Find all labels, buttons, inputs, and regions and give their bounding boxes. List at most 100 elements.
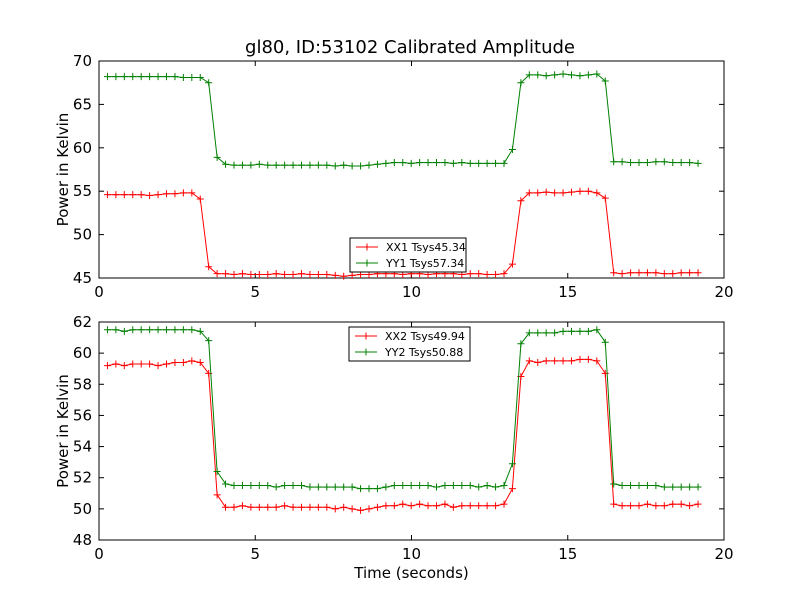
data-point [365, 505, 373, 513]
data-point [314, 271, 322, 279]
data-point [323, 271, 331, 279]
data-point [627, 482, 635, 489]
data-point [289, 503, 297, 511]
y-tick-label: 48 [73, 531, 92, 549]
x-tick-label: 10 [402, 545, 421, 563]
data-point [407, 502, 415, 510]
data-point [551, 71, 559, 79]
y-tick-label: 50 [73, 226, 92, 244]
data-point [458, 159, 466, 167]
y-tick-label: 70 [73, 52, 92, 70]
data-point [264, 503, 272, 511]
data-point [492, 271, 500, 279]
data-point [449, 482, 457, 489]
legend-marker [362, 332, 370, 340]
data-point [213, 153, 221, 161]
data-point [669, 483, 677, 491]
data-point [289, 482, 297, 489]
data-point [542, 72, 550, 80]
x-tick-label: 20 [714, 283, 733, 301]
data-point [559, 327, 567, 335]
data-point [525, 357, 533, 365]
data-point [179, 73, 187, 81]
data-point [340, 161, 348, 169]
data-point [314, 483, 322, 491]
data-point [390, 159, 398, 167]
data-point [373, 485, 381, 493]
data-point [179, 326, 187, 334]
data-point [154, 191, 162, 199]
data-point [331, 483, 339, 491]
data-point [120, 362, 128, 370]
data-point [298, 503, 305, 511]
data-point [323, 503, 331, 511]
data-point [635, 269, 643, 277]
data-point [508, 485, 516, 493]
data-point [306, 503, 314, 511]
x-tick-label: 0 [94, 283, 104, 301]
data-point [129, 360, 137, 368]
data-point [112, 326, 120, 334]
data-point [365, 485, 373, 493]
data-point [163, 73, 170, 81]
data-point [534, 358, 542, 366]
data-point [433, 502, 440, 510]
data-point [652, 158, 660, 166]
data-point [517, 340, 525, 348]
data-point [331, 271, 339, 279]
legend-label: YY1 Tsys57.34 [385, 257, 464, 270]
data-point [542, 329, 550, 337]
data-point [500, 159, 508, 167]
data-point [694, 159, 702, 167]
data-point [525, 189, 533, 197]
y-tick-label: 52 [73, 469, 92, 487]
data-point [660, 483, 668, 491]
data-point [188, 189, 196, 197]
data-point [382, 483, 390, 491]
data-point [348, 162, 356, 170]
data-point [272, 503, 280, 511]
data-point [188, 326, 196, 334]
data-point [137, 191, 145, 199]
data-point [677, 483, 685, 491]
legend: XX2 Tsys49.94 YY2 Tsys50.88 [348, 326, 471, 362]
data-point [289, 271, 297, 279]
data-point [652, 502, 660, 510]
data-point [247, 271, 255, 279]
data-point [281, 161, 289, 169]
data-point [618, 482, 626, 489]
data-point [568, 357, 575, 365]
data-point [424, 482, 432, 489]
data-point [247, 482, 255, 489]
data-point [390, 502, 398, 510]
data-point [390, 482, 398, 489]
y-tick-label: 65 [73, 95, 92, 113]
data-point [112, 191, 120, 199]
data-point [601, 338, 609, 346]
data-point [281, 271, 289, 279]
data-point [627, 502, 635, 510]
data-point [669, 159, 677, 167]
data-point [103, 73, 111, 81]
data-point [686, 502, 694, 510]
data-point [677, 159, 685, 167]
data-point [449, 159, 457, 167]
data-point [213, 270, 221, 278]
data-point [103, 191, 111, 199]
data-point [272, 270, 280, 278]
data-point [433, 483, 440, 491]
data-point [255, 503, 263, 511]
data-point [154, 362, 162, 370]
data-point [264, 161, 272, 169]
data-point [492, 502, 500, 510]
data-point [500, 482, 508, 489]
data-point [508, 260, 516, 268]
data-point [171, 326, 179, 334]
data-point [584, 71, 592, 79]
data-point [466, 270, 474, 278]
data-point [179, 189, 187, 197]
data-point [483, 482, 491, 489]
data-point [593, 326, 601, 334]
